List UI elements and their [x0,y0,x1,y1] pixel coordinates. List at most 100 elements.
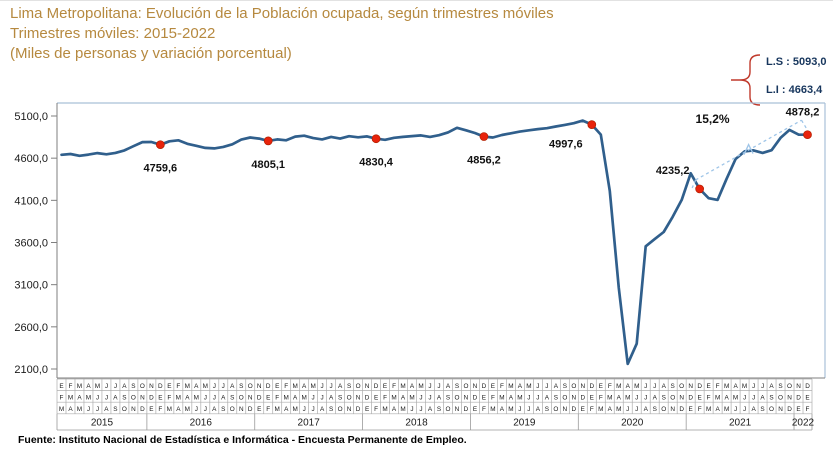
month-cell-letter: J [303,406,306,413]
month-cell-letter: J [653,383,656,390]
upper-bound-label: L.S : 5093,0 [766,56,827,68]
month-cell-letter: J [222,383,225,390]
month-cell-letter: M [86,394,91,401]
month-cell-letter: A [428,406,433,413]
data-point-marker [371,134,381,144]
month-cell-letter: M [185,406,190,413]
month-cell-letter: J [527,406,530,413]
month-cell-letter: M [706,406,711,413]
month-cell-letter: J [734,406,737,413]
month-cell-letter: F [392,383,396,390]
month-cell-letter: S [122,394,126,401]
month-cell-letter: O [562,394,567,401]
month-cell-letter: O [679,383,684,390]
month-cell-letter: A [500,406,505,413]
month-cell-letter: A [446,383,451,390]
month-cell-letter: J [213,383,216,390]
month-cell-letter: O [338,406,343,413]
month-cell-letter: A [751,406,756,413]
month-cell-letter: J [213,394,216,401]
month-cell-letter: F [275,394,279,401]
month-cell-letter: N [473,383,478,390]
month-cell-letter: O [670,394,675,401]
month-cell-letter: S [769,394,773,401]
month-cell-letter: M [625,394,630,401]
month-cell-letter: N [140,394,145,401]
month-cell-letter: F [806,406,810,413]
month-cell-letter: A [392,406,397,413]
month-cell-letter: F [176,383,180,390]
month-cell-letter: M [508,406,513,413]
month-cell-letter: J [96,394,99,401]
month-cell-letter: M [634,383,639,390]
month-cell-letter: M [176,394,181,401]
month-cell-letter: A [230,383,235,390]
month-cell-letter: E [491,383,495,390]
month-cell-letter: N [149,383,154,390]
month-cell-letter: J [428,394,431,401]
data-point-marker [156,140,165,150]
month-cell-letter: E [266,394,270,401]
month-cell-letter: M [59,406,64,413]
month-cell-letter: F [374,406,378,413]
month-cell-letter: S [455,383,459,390]
month-cell-letter: N [572,394,577,401]
month-cell-letter: A [221,394,226,401]
month-cell-letter: O [463,383,468,390]
data-point-marker [479,132,489,141]
month-cell-letter: O [248,383,253,390]
month-cell-letter: A [410,383,415,390]
month-cell-letter: F [167,394,171,401]
growth-label-group: 15,2% [696,112,730,126]
month-cell-letter: O [778,394,783,401]
month-cell-letter: M [517,394,522,401]
data-point-marker [695,184,704,194]
month-cell-letter: A [653,394,658,401]
month-cell-letter: J [312,406,315,413]
month-cell-letter: S [329,406,333,413]
month-cell-letter: M [185,383,190,390]
month-cell-letter: D [688,394,693,401]
month-cell-letter: J [410,406,413,413]
month-cell-letter: M [499,394,504,401]
month-cell-letter: M [715,394,720,401]
month-cell-letter: S [239,383,243,390]
month-cell-letter: M [598,406,603,413]
month-cell-letter: D [473,394,478,401]
y-axis-tick-label: 3600,0 [14,238,48,250]
year-label: 2017 [298,418,321,429]
month-cell-letter: D [697,383,702,390]
month-cell-letter: D [796,394,801,401]
month-cell-letter: N [239,406,244,413]
month-cell-letter: M [400,406,405,413]
month-cell-letter: O [230,406,235,413]
month-cell-letter: N [688,383,693,390]
month-cell-letter: E [707,383,711,390]
month-cell-letter: A [122,383,127,390]
month-cell-letter: J [644,383,647,390]
month-cell-letter: S [653,406,657,413]
month-cell-letter: N [131,406,136,413]
data-point-label: 4997,6 [549,139,583,151]
month-cell-letter: E [590,394,594,401]
month-cell-letter: A [437,394,442,401]
month-cell-letter: S [437,406,441,413]
month-cell-letter: J [752,394,755,401]
month-cell-letter: O [787,383,792,390]
month-cell-letter: M [418,383,423,390]
month-cell-letter: N [580,383,585,390]
month-cell-letter: F [608,383,612,390]
month-cell-letter: E [796,406,800,413]
month-cell-letter: A [536,406,541,413]
month-cell-letter: A [554,383,559,390]
month-cell-letter: A [320,406,325,413]
month-cell-letter: M [68,394,73,401]
month-cell-letter: M [293,406,298,413]
month-cell-letter: D [266,383,271,390]
month-cell-letter: A [545,394,550,401]
month-cell-letter: E [149,406,153,413]
month-cell-letter: D [482,383,487,390]
month-cell-letter: D [356,406,361,413]
month-cell-letter: O [571,383,576,390]
